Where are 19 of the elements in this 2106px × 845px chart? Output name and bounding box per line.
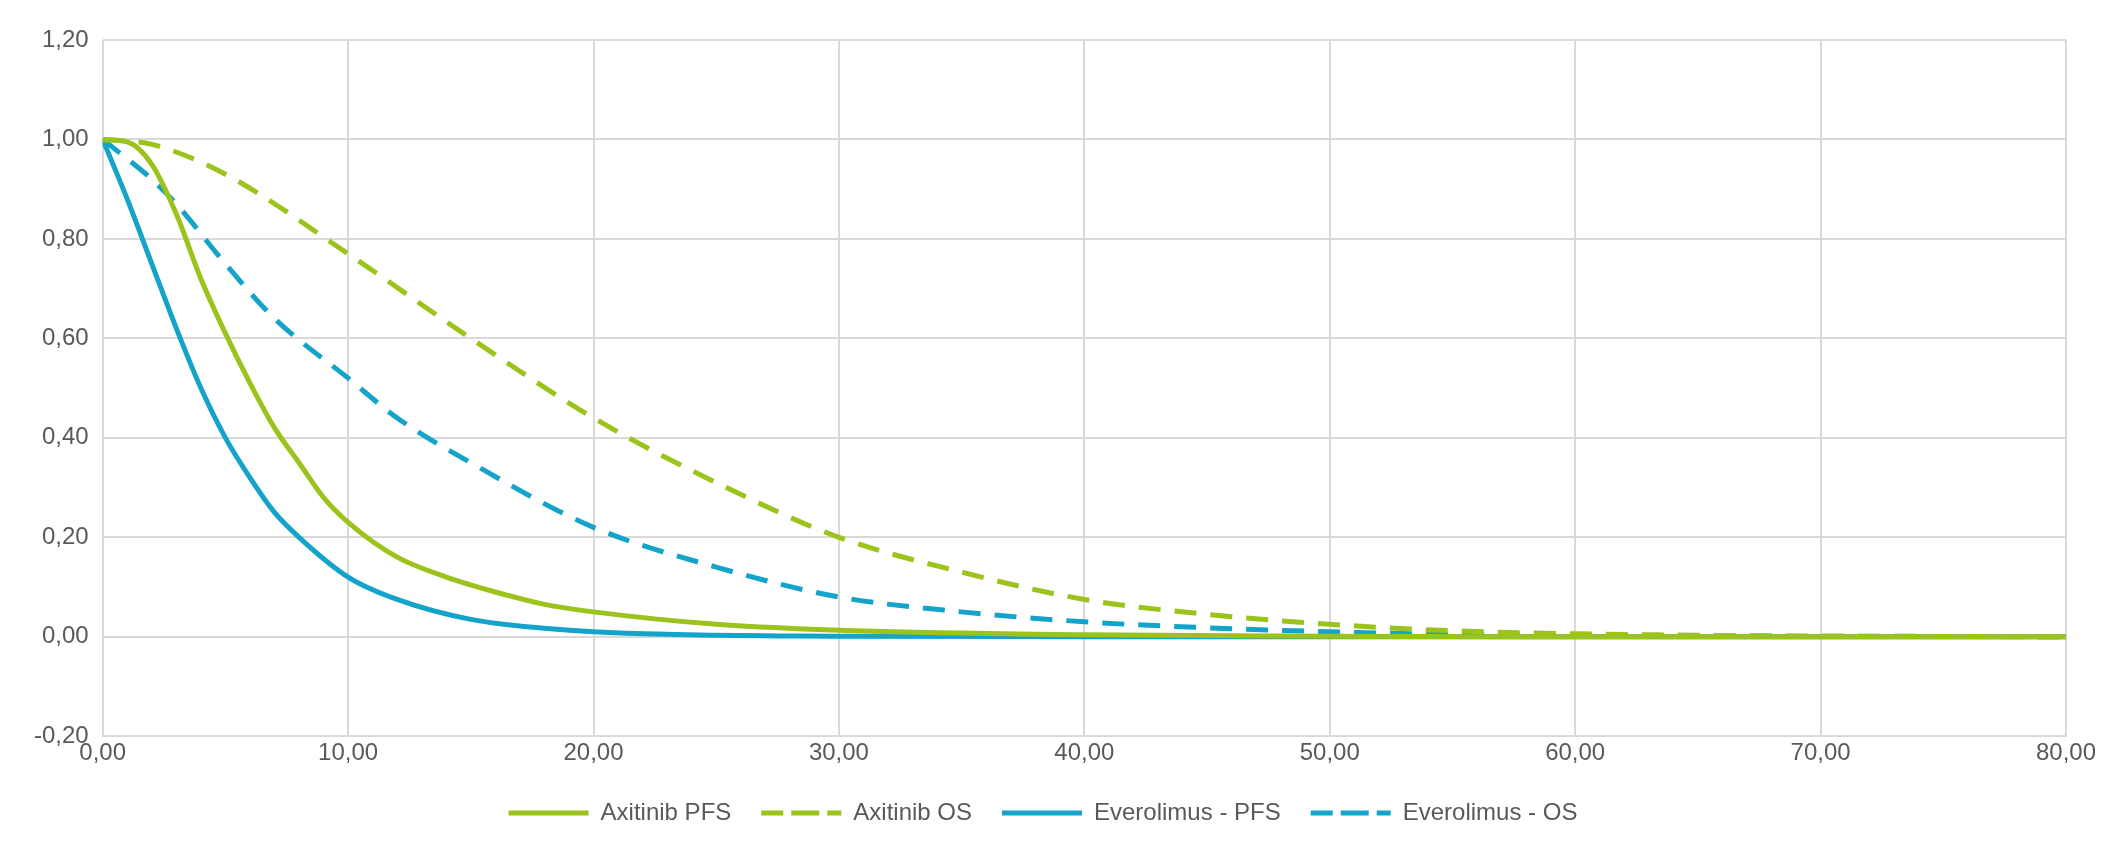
x-tick-label: 30,00 xyxy=(808,738,869,766)
y-tick-label: 0,60 xyxy=(41,323,89,350)
x-tick-label: 80,00 xyxy=(2035,738,2097,766)
y-tick-label: 1,00 xyxy=(41,124,89,152)
y-tick-label: 0,80 xyxy=(41,223,89,251)
legend-label: Axitinib PFS xyxy=(600,797,732,825)
legend-label: Everolimus - OS xyxy=(1402,797,1578,825)
y-tick-label: 1,20 xyxy=(41,24,89,52)
y-tick-label: 0,20 xyxy=(41,521,89,549)
legend-label: Axitinib OS xyxy=(853,797,973,825)
y-tick-label: 0,40 xyxy=(41,422,89,450)
x-tick-label: 20,00 xyxy=(563,738,624,766)
y-tick-label: 0,00 xyxy=(41,621,89,649)
x-tick-label: 10,00 xyxy=(318,738,379,766)
x-tick-label: 70,00 xyxy=(1790,738,1851,766)
x-tick-label: 60,00 xyxy=(1545,738,1606,766)
x-tick-label: 50,00 xyxy=(1299,738,1360,766)
legend-label: Everolimus - PFS xyxy=(1094,797,1281,825)
x-tick-label: 40,00 xyxy=(1054,738,1115,766)
